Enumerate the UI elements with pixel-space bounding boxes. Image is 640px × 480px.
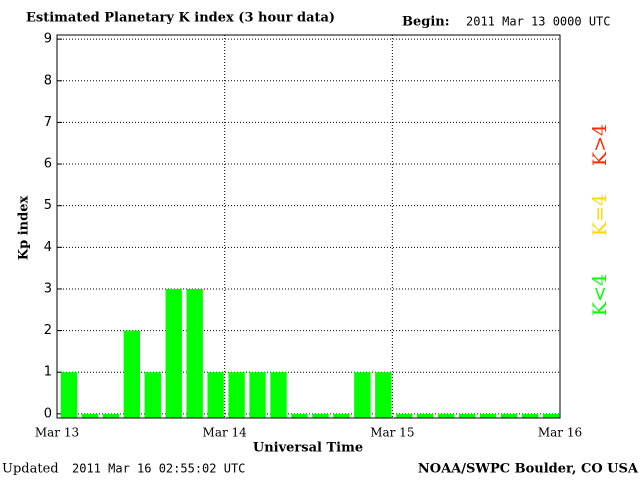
bar [270, 372, 287, 418]
plot-frame [56, 34, 561, 419]
y-tick-label: 0 [44, 406, 52, 421]
x-tick-label: Mar 13 [35, 426, 79, 440]
bar [102, 413, 120, 418]
legend-label: K<4 [589, 274, 611, 316]
bar [354, 372, 371, 418]
bar [228, 372, 245, 418]
bar [81, 413, 99, 418]
chart-title: Estimated Planetary K index (3 hour data… [26, 11, 335, 26]
source: NOAA/SWPC Boulder, CO USA [418, 462, 639, 477]
updated-value: 2011 Mar 16 02:55:02 UTC [72, 462, 245, 476]
bar [144, 372, 161, 418]
bar [249, 372, 266, 418]
bar [458, 413, 476, 418]
bar [542, 413, 560, 418]
y-tick-label: 3 [44, 281, 52, 296]
bar [375, 372, 392, 418]
x-axis-label: Universal Time [253, 441, 363, 456]
bar [186, 288, 203, 418]
x-tick-label: Mar 16 [538, 426, 582, 440]
y-tick-label: 7 [44, 115, 52, 130]
bar [521, 413, 539, 418]
y-tick-label: 8 [44, 73, 52, 88]
legend-label: K=4 [589, 194, 611, 236]
y-tick-label: 9 [44, 32, 52, 47]
begin-label: Begin: [402, 15, 450, 30]
bar [291, 413, 308, 418]
bar [123, 330, 140, 418]
bar [333, 413, 350, 418]
bar [60, 372, 78, 418]
bar [165, 288, 182, 418]
bar [417, 413, 434, 418]
begin-value: 2011 Mar 13 0000 UTC [466, 15, 611, 29]
y-tick-label: 4 [44, 240, 52, 255]
y-tick-label: 6 [44, 157, 52, 172]
bar [312, 413, 329, 418]
x-tick-label: Mar 15 [370, 426, 414, 440]
y-axis-label: Kp index [17, 196, 32, 261]
bar [479, 413, 497, 418]
bar [438, 413, 455, 418]
y-tick-label: 5 [44, 198, 52, 213]
x-tick-label: Mar 14 [203, 426, 248, 440]
updated-label: Updated [2, 462, 59, 477]
bar [500, 413, 518, 418]
legend-label: K>4 [589, 124, 611, 166]
bar [207, 372, 224, 418]
y-tick-label: 2 [44, 323, 52, 338]
y-tick-label: 1 [44, 365, 52, 380]
bar [396, 413, 413, 418]
